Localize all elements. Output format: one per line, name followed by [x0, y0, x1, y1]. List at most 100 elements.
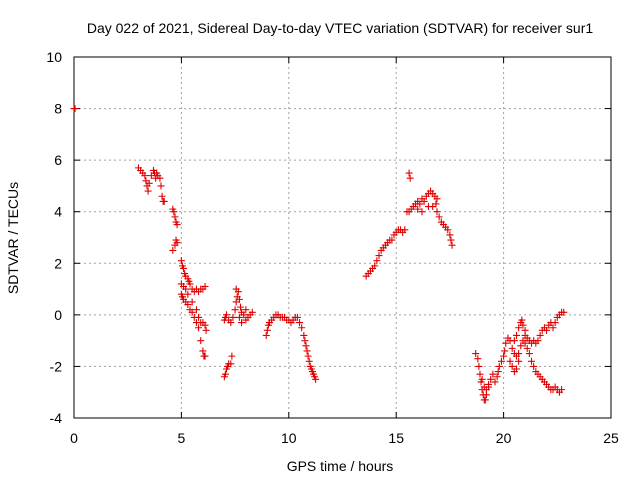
data-point — [515, 324, 523, 332]
data-point — [221, 370, 229, 378]
data-point — [485, 380, 493, 388]
data-point — [512, 331, 520, 339]
data-point — [501, 347, 509, 355]
x-tick-label: 10 — [281, 430, 297, 446]
data-point — [302, 342, 310, 350]
data-point — [312, 375, 320, 383]
data-point — [375, 252, 383, 260]
y-tick-labels: -4 -2 0 2 4 6 8 10 — [46, 49, 62, 426]
data-point — [188, 298, 196, 306]
data-point — [201, 352, 209, 360]
data-point — [190, 313, 198, 321]
data-point — [508, 362, 516, 370]
y-tick-label: -4 — [50, 410, 63, 426]
x-tick-label: 15 — [388, 430, 404, 446]
data-point — [494, 368, 502, 376]
y-tick-label: 4 — [54, 204, 62, 220]
data-point — [171, 213, 179, 221]
data-point — [71, 105, 79, 113]
data-point — [487, 375, 495, 383]
data-point — [482, 386, 490, 394]
data-point — [414, 205, 422, 213]
data-point — [238, 319, 246, 327]
data-point — [506, 357, 514, 365]
y-tick-label: 10 — [46, 49, 62, 65]
data-point — [195, 324, 203, 332]
data-point — [177, 257, 185, 265]
data-point — [475, 362, 483, 370]
data-point — [184, 290, 192, 298]
data-point — [448, 241, 456, 249]
data-point — [235, 295, 243, 303]
data-point — [500, 352, 508, 360]
y-tick-label: -2 — [50, 358, 63, 374]
data-point — [188, 308, 196, 316]
data-point — [549, 324, 557, 332]
data-point — [558, 386, 566, 394]
data-point — [447, 236, 455, 244]
data-point — [491, 378, 499, 386]
data-point — [186, 280, 194, 288]
data-point — [305, 357, 313, 365]
data-point — [497, 357, 505, 365]
data-point — [201, 321, 209, 329]
data-point — [242, 316, 250, 324]
data-point — [515, 357, 523, 365]
data-point — [263, 326, 271, 334]
y-tick-label: 0 — [54, 307, 62, 323]
data-point — [551, 319, 559, 327]
data-point — [157, 182, 165, 190]
data-point — [528, 357, 536, 365]
data-point — [293, 313, 301, 321]
data-point — [433, 208, 441, 216]
data-point — [192, 306, 200, 314]
data-point — [304, 352, 312, 360]
data-point — [560, 308, 568, 316]
data-point — [476, 370, 484, 378]
x-tick-labels: 0 5 10 15 20 25 — [70, 430, 619, 446]
data-point — [303, 347, 311, 355]
grid-lines — [74, 57, 611, 418]
data-point — [518, 316, 526, 324]
data-point — [223, 311, 231, 319]
data-point — [429, 203, 437, 211]
plot-frame — [73, 56, 612, 419]
data-point — [530, 362, 538, 370]
data-point — [170, 208, 178, 216]
y-tick-label: 2 — [54, 255, 62, 271]
data-point — [180, 264, 188, 272]
data-point — [474, 355, 482, 363]
data-point — [173, 239, 181, 247]
data-point — [145, 179, 153, 187]
data-point — [512, 365, 520, 373]
x-tick-label: 0 — [70, 430, 78, 446]
data-point — [433, 195, 441, 203]
data-point — [202, 326, 210, 334]
data-point — [534, 337, 542, 345]
data-point — [543, 326, 551, 334]
data-point — [373, 257, 381, 265]
data-point — [416, 200, 424, 208]
data-point — [521, 339, 529, 347]
data-point — [510, 337, 518, 345]
data-point — [521, 326, 529, 334]
data-point — [446, 231, 454, 239]
data-point — [493, 373, 501, 381]
data-point — [227, 319, 235, 327]
data-point — [444, 226, 452, 234]
data-point — [401, 226, 409, 234]
data-point — [182, 285, 190, 293]
data-point — [523, 344, 531, 352]
chart-title: Day 022 of 2021, Sidereal Day-to-day VTE… — [87, 20, 593, 36]
data-point — [201, 282, 209, 290]
data-point — [144, 187, 152, 195]
data-point — [406, 174, 414, 182]
data-point — [301, 337, 309, 345]
data-point — [160, 197, 168, 205]
data-point — [242, 306, 250, 314]
data-point — [173, 221, 181, 229]
data-points — [70, 105, 568, 404]
data-point — [495, 362, 503, 370]
data-point — [420, 197, 428, 205]
